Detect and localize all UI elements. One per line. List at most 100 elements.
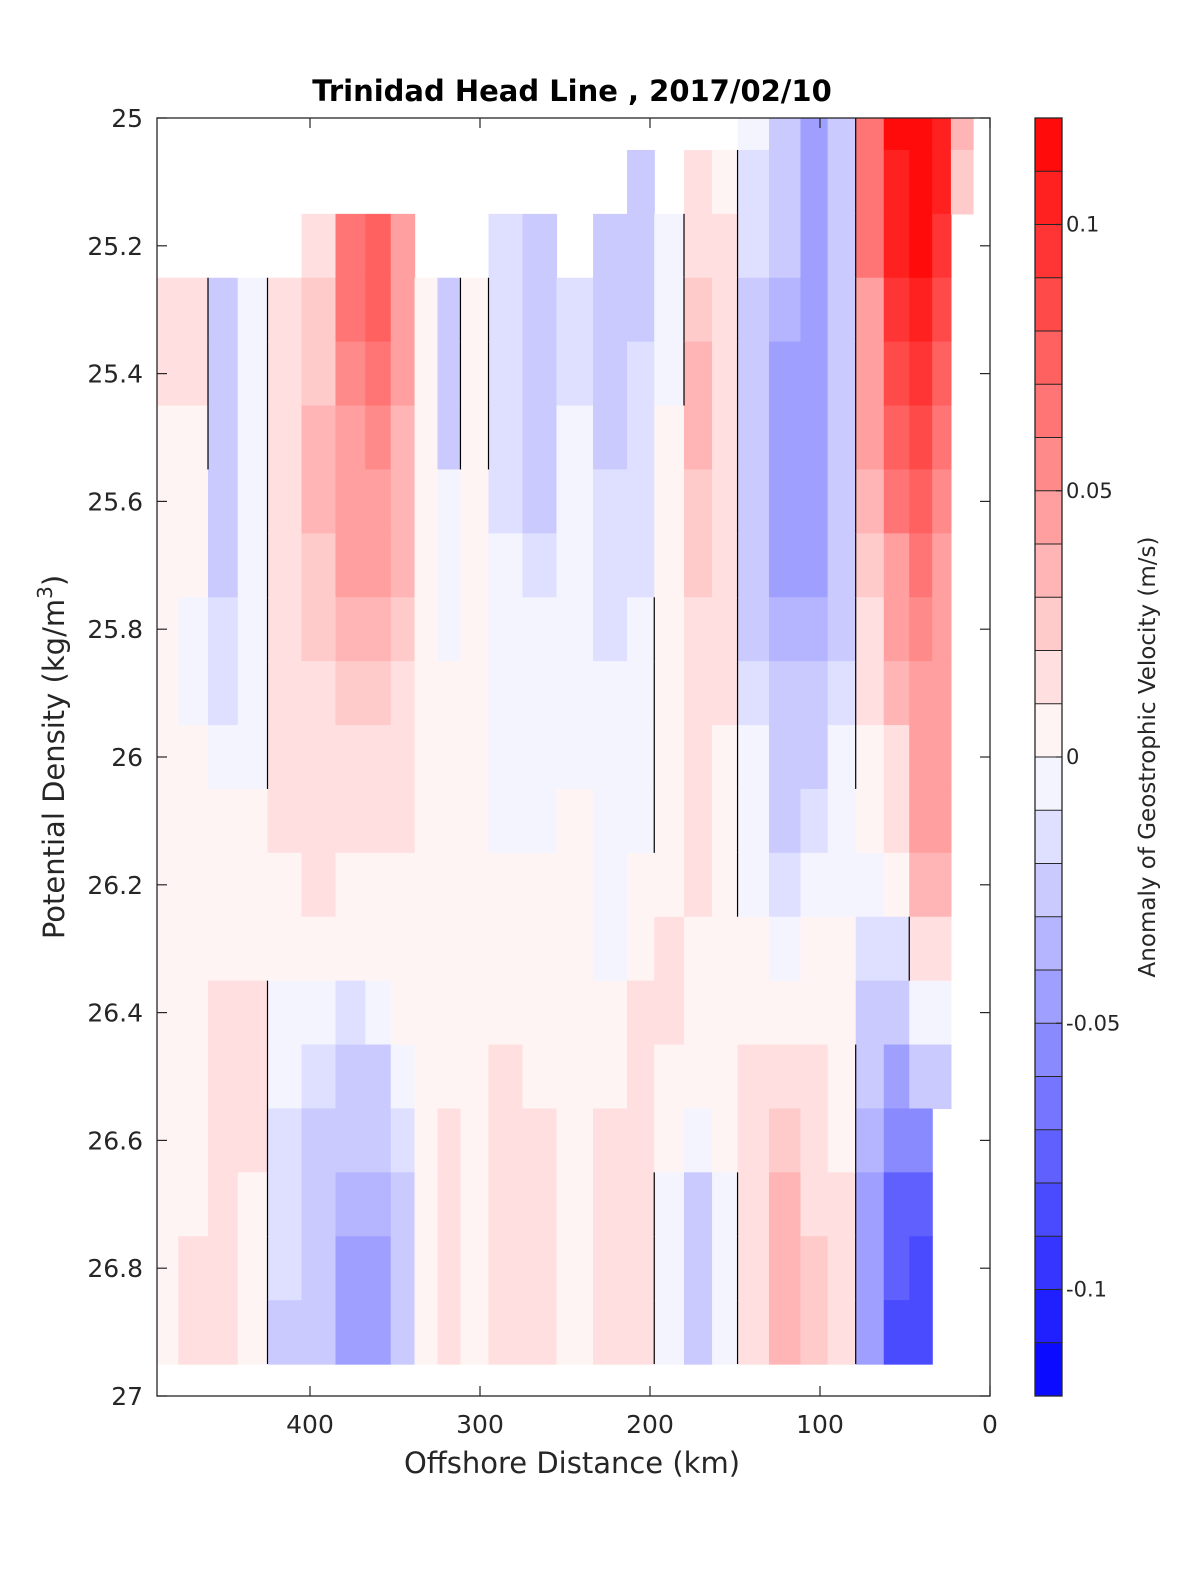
heatmap-cell	[390, 725, 416, 790]
heatmap-cell	[855, 725, 885, 790]
heatmap-cell	[460, 1236, 490, 1301]
heatmap-cell	[883, 1236, 910, 1301]
heatmap-cell	[237, 980, 269, 1046]
heatmap-cell	[267, 1300, 303, 1365]
heatmap-cell	[855, 469, 885, 534]
colorbar-label: Anomaly of Geostrophic Velocity (m/s)	[1135, 537, 1161, 978]
heatmap-cell	[556, 1108, 594, 1173]
heatmap-cell	[488, 1108, 524, 1173]
heatmap-cell	[488, 341, 524, 407]
y-axis-ticks: 25 25.2 25.4 25.6 25.8 26 26.2 26.4 26.6 26.8 27	[87, 104, 990, 1411]
heatmap-cell	[909, 469, 933, 534]
heatmap-cell	[712, 213, 739, 279]
heatmap-cell	[855, 1044, 885, 1110]
plot-area	[156, 117, 991, 1397]
heatmap-cell	[737, 597, 770, 662]
heatmap-cell	[909, 852, 933, 918]
heatmap-cell	[909, 916, 933, 982]
heatmap-cell	[827, 597, 857, 662]
heatmap-cell	[522, 661, 558, 726]
heatmap-cell	[365, 788, 392, 854]
heatmap-cell	[437, 1172, 462, 1237]
heatmap-cell	[769, 341, 802, 407]
heatmap-cell	[390, 1044, 416, 1110]
heatmap-cell	[855, 533, 885, 598]
heatmap-cell	[855, 149, 885, 215]
heatmap-cell	[267, 1108, 303, 1173]
heatmap-cell	[883, 341, 910, 407]
heatmap-cell	[522, 980, 558, 1046]
heatmap-cell	[157, 469, 179, 534]
heatmap-cell	[909, 1044, 933, 1110]
heatmap-cell	[654, 341, 685, 407]
heatmap-cell	[522, 852, 558, 918]
heatmap-cell	[460, 277, 490, 343]
heatmap-cell	[769, 1108, 802, 1173]
heatmap-cell	[932, 213, 952, 279]
heatmap-cell	[684, 1044, 713, 1110]
heatmap-cell	[932, 980, 952, 1046]
heatmap-cell	[712, 341, 739, 407]
heatmap-cell	[556, 1300, 594, 1365]
heatmap-cell	[654, 1044, 685, 1110]
heatmap-cell	[909, 1300, 933, 1365]
heatmap-cell	[932, 1044, 952, 1110]
heatmap-cell	[267, 277, 303, 343]
heatmap-cell	[208, 916, 239, 982]
heatmap-cell	[335, 597, 366, 662]
heatmap-cell	[769, 213, 802, 279]
heatmap-cell	[390, 980, 416, 1046]
heatmap-cell	[301, 661, 337, 726]
heatmap-cell	[488, 469, 524, 534]
heatmap-cell	[301, 1300, 337, 1365]
heatmap-cell	[556, 469, 594, 534]
heatmap-cell	[909, 277, 933, 343]
heatmap-cell	[909, 1108, 933, 1173]
heatmap-cell	[488, 980, 524, 1046]
heatmap-cell	[157, 852, 179, 918]
heatmap-cell	[737, 1300, 770, 1365]
heatmap-cell	[800, 597, 829, 662]
y-axis-label: Potential Density (kg/m3)	[33, 575, 71, 939]
heatmap-cell	[827, 916, 857, 982]
heatmap-cell	[237, 725, 269, 790]
colorbar-block	[1035, 757, 1062, 811]
x-tick-label: 400	[286, 1410, 334, 1439]
heatmap-cell	[932, 277, 952, 343]
heatmap-cell	[437, 1300, 462, 1365]
heatmap-cell	[157, 597, 179, 662]
heatmap-cell	[556, 533, 594, 598]
zero-contours	[207, 118, 910, 1365]
heatmap-cell	[267, 788, 303, 854]
heatmap-cell	[883, 405, 910, 471]
heatmap-cell	[437, 725, 462, 790]
heatmap-cell	[737, 852, 770, 918]
heatmap-cell	[737, 1172, 770, 1237]
colorbar-block	[1035, 437, 1062, 492]
heatmap-cell	[390, 533, 416, 598]
heatmap-cell	[267, 341, 303, 407]
heatmap-cell	[365, 597, 392, 662]
heatmap-cell	[737, 980, 770, 1046]
heatmap-cell	[737, 916, 770, 982]
heatmap-cell	[769, 405, 802, 471]
heatmap-cell	[627, 405, 655, 471]
heatmap-cell	[556, 277, 594, 343]
heatmap-cell	[335, 1044, 366, 1110]
heatmap-cell	[684, 980, 713, 1046]
heatmap-cell	[654, 916, 685, 982]
heatmap-cell	[522, 277, 558, 343]
heatmap-cell	[460, 1172, 490, 1237]
heatmap-cell	[556, 597, 594, 662]
heatmap-cell	[800, 469, 829, 534]
heatmap-cell	[932, 597, 952, 662]
heatmap-cell	[627, 852, 655, 918]
heatmap-cell	[769, 980, 802, 1046]
heatmap-cell	[712, 149, 739, 215]
heatmap-cell	[437, 277, 462, 343]
heatmap-cell	[365, 916, 392, 982]
heatmap-cell	[522, 469, 558, 534]
heatmap-cell	[855, 852, 885, 918]
heatmap-cell	[267, 852, 303, 918]
